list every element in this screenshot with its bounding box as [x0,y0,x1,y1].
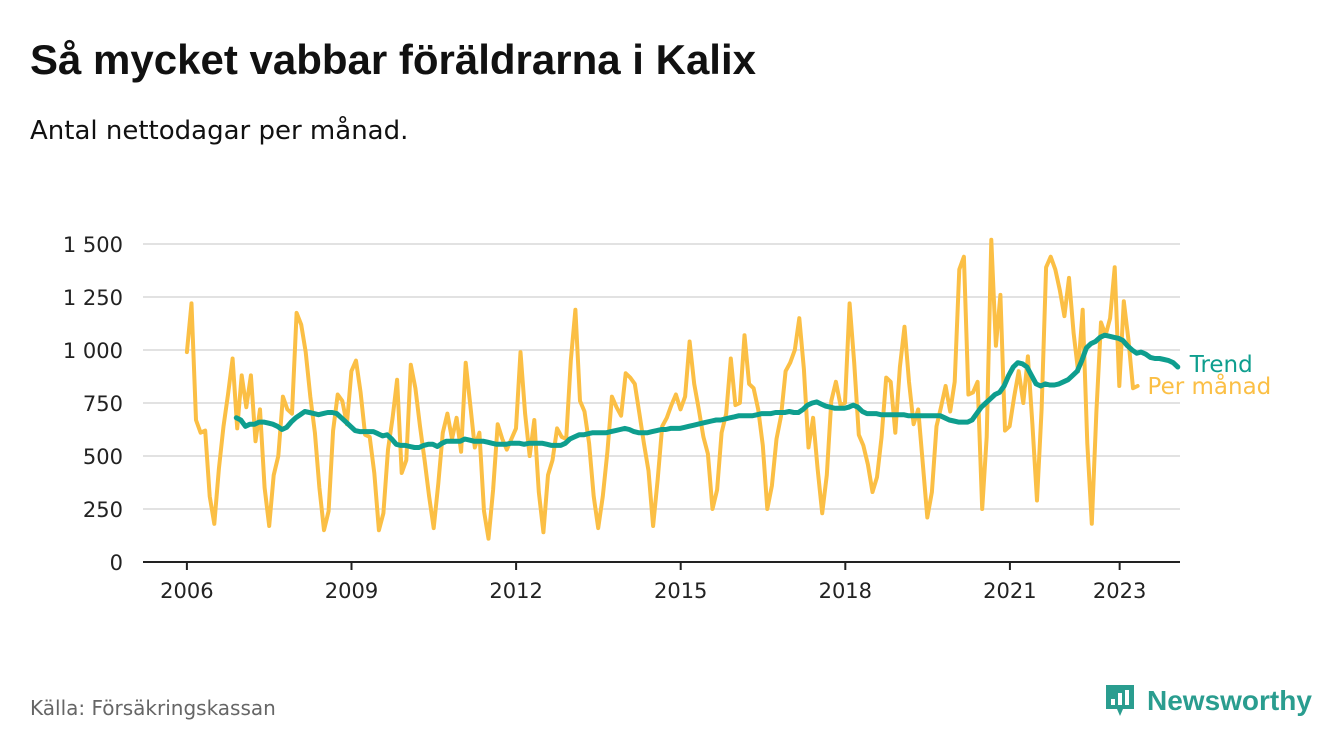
y-tick-label: 0 [110,551,123,575]
y-tick-labels: 0 250 500 750 1 000 1 250 1 500 [63,233,123,575]
newsworthy-logo-icon [1106,685,1134,716]
series-label-trend: Trend [1189,352,1253,378]
series-label-per-manad: Per månad [1148,372,1272,400]
series-line-trend [233,332,1181,450]
chart-subtitle: Antal nettodagar per månad. [30,116,409,146]
x-tick-label: 2012 [489,579,542,603]
y-tick-label: 500 [83,445,123,469]
y-tick-label: 1 250 [63,286,123,310]
brand-name: Newsworthy [1147,685,1312,716]
y-tick-label: 1 000 [63,339,123,363]
y-tick-label: 1 500 [63,233,123,257]
x-tick-label: 2018 [819,579,872,603]
source-note: Källa: Försäkringskassan [30,696,276,720]
series-lines [184,237,1181,541]
y-tick-label: 250 [83,498,123,522]
chart-title: Så mycket vabbar föräldrarna i Kalix [30,36,756,83]
x-tick-label: 2009 [325,579,378,603]
x-tick-label: 2006 [160,579,213,603]
x-tick-labels: 2006 2009 2012 2015 2018 2021 2023 [160,562,1146,603]
x-tick-label: 2021 [983,579,1036,603]
y-tick-label: 750 [83,392,123,416]
brand-logo: Newsworthy [1103,682,1312,720]
grid-lines [143,243,1180,563]
x-tick-label: 2023 [1093,579,1146,603]
x-tick-label: 2015 [654,579,707,603]
series-line-per-manad [184,237,1140,541]
